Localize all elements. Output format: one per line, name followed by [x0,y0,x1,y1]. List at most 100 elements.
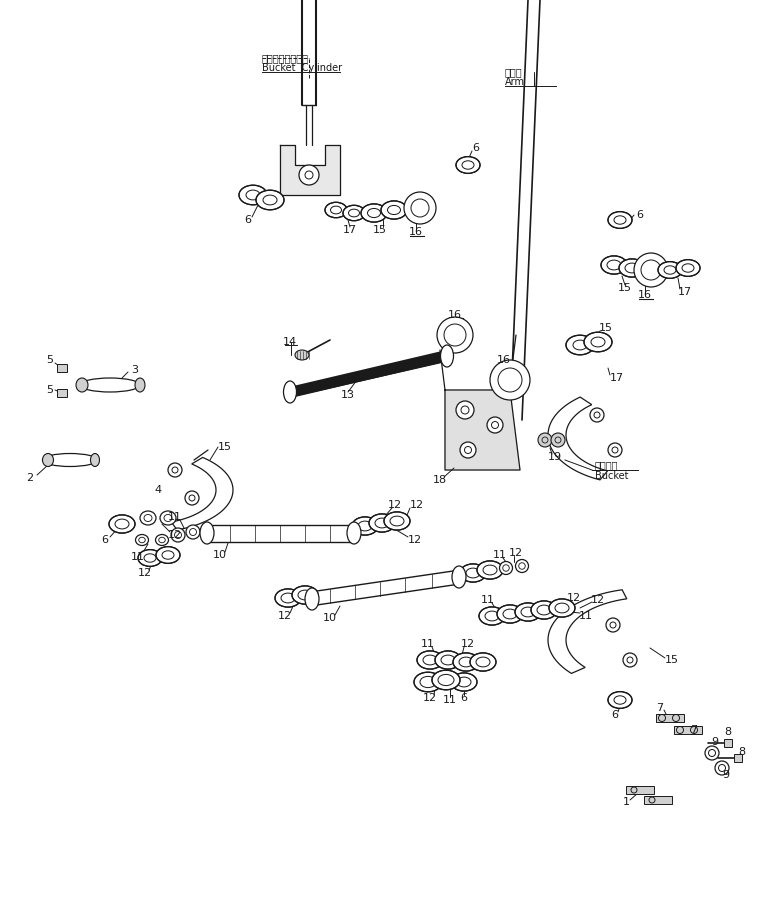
Polygon shape [445,390,520,470]
Ellipse shape [497,605,523,623]
Circle shape [456,401,474,419]
Text: 7: 7 [656,703,664,713]
Text: 15: 15 [218,442,232,452]
Text: 15: 15 [599,323,613,333]
Text: 12: 12 [138,568,152,578]
Text: 17: 17 [678,287,692,297]
Bar [674,726,702,734]
Ellipse shape [138,549,162,566]
Text: 11: 11 [168,512,182,522]
Ellipse shape [283,381,296,403]
Ellipse shape [516,559,529,573]
Text: 12: 12 [423,693,437,703]
Circle shape [606,618,620,632]
Text: 11: 11 [131,552,145,562]
Ellipse shape [135,535,148,546]
Bar [644,796,672,804]
Ellipse shape [43,454,53,466]
Ellipse shape [135,378,145,392]
Ellipse shape [109,515,135,533]
Text: 13: 13 [341,390,355,400]
Circle shape [715,761,729,775]
Ellipse shape [369,514,395,532]
Text: 10: 10 [213,550,227,560]
Text: Arm: Arm [505,77,525,87]
Text: 6: 6 [636,210,643,220]
Ellipse shape [479,607,505,625]
Ellipse shape [432,670,460,690]
Circle shape [299,165,319,185]
Ellipse shape [140,511,156,525]
Text: 15: 15 [373,225,387,235]
Text: 10: 10 [323,613,337,623]
Text: 8: 8 [739,747,746,757]
Text: 1: 1 [623,797,630,807]
Ellipse shape [608,212,632,228]
Text: 16: 16 [497,355,511,365]
Ellipse shape [477,561,503,579]
Ellipse shape [417,651,443,669]
Text: 15: 15 [665,655,679,665]
Text: 6: 6 [461,693,468,703]
Text: バケット: バケット [595,460,619,470]
Bar [734,754,742,762]
Ellipse shape [256,190,284,210]
Ellipse shape [325,202,347,217]
Ellipse shape [156,547,180,564]
Bar [57,364,67,372]
Ellipse shape [549,599,575,617]
Ellipse shape [347,522,361,544]
Text: アーム: アーム [505,67,523,77]
Text: Bucket: Bucket [595,471,629,481]
Ellipse shape [305,588,319,610]
Text: 11: 11 [579,611,593,621]
Text: 5: 5 [47,385,53,395]
Ellipse shape [80,378,140,392]
Text: 11: 11 [493,550,507,560]
Text: 12: 12 [410,500,424,510]
Circle shape [590,408,604,422]
Ellipse shape [515,603,541,621]
Ellipse shape [90,454,99,466]
Ellipse shape [200,522,214,544]
Ellipse shape [352,517,378,535]
Text: 17: 17 [343,225,357,235]
Text: 3: 3 [131,365,138,375]
Circle shape [608,443,622,457]
Text: 6: 6 [102,535,108,545]
Text: 18: 18 [433,475,447,485]
Text: 19: 19 [548,452,562,462]
Text: 12: 12 [567,593,581,603]
Ellipse shape [76,378,88,392]
Ellipse shape [566,336,594,354]
Ellipse shape [456,157,480,173]
Text: 11: 11 [443,695,457,705]
Ellipse shape [275,589,301,607]
Text: 12: 12 [591,595,605,605]
Ellipse shape [601,256,627,274]
Text: 16: 16 [409,227,423,237]
Text: 6: 6 [611,710,619,720]
Ellipse shape [658,262,682,279]
Ellipse shape [171,528,185,542]
Polygon shape [548,590,626,674]
Text: 7: 7 [691,725,698,735]
Circle shape [551,433,565,447]
Circle shape [168,463,182,477]
Bar [626,786,654,794]
Ellipse shape [435,651,461,669]
Text: 11: 11 [481,595,495,605]
Text: 16: 16 [638,290,652,300]
Text: 12: 12 [278,611,292,621]
Ellipse shape [381,201,407,219]
Ellipse shape [343,206,365,221]
Bar [656,714,684,722]
Ellipse shape [608,692,632,708]
Text: 14: 14 [283,337,297,347]
Polygon shape [171,457,233,530]
Ellipse shape [619,259,645,277]
Circle shape [705,746,719,760]
Text: 6: 6 [244,215,251,225]
Polygon shape [280,145,340,195]
Text: 17: 17 [610,373,624,383]
